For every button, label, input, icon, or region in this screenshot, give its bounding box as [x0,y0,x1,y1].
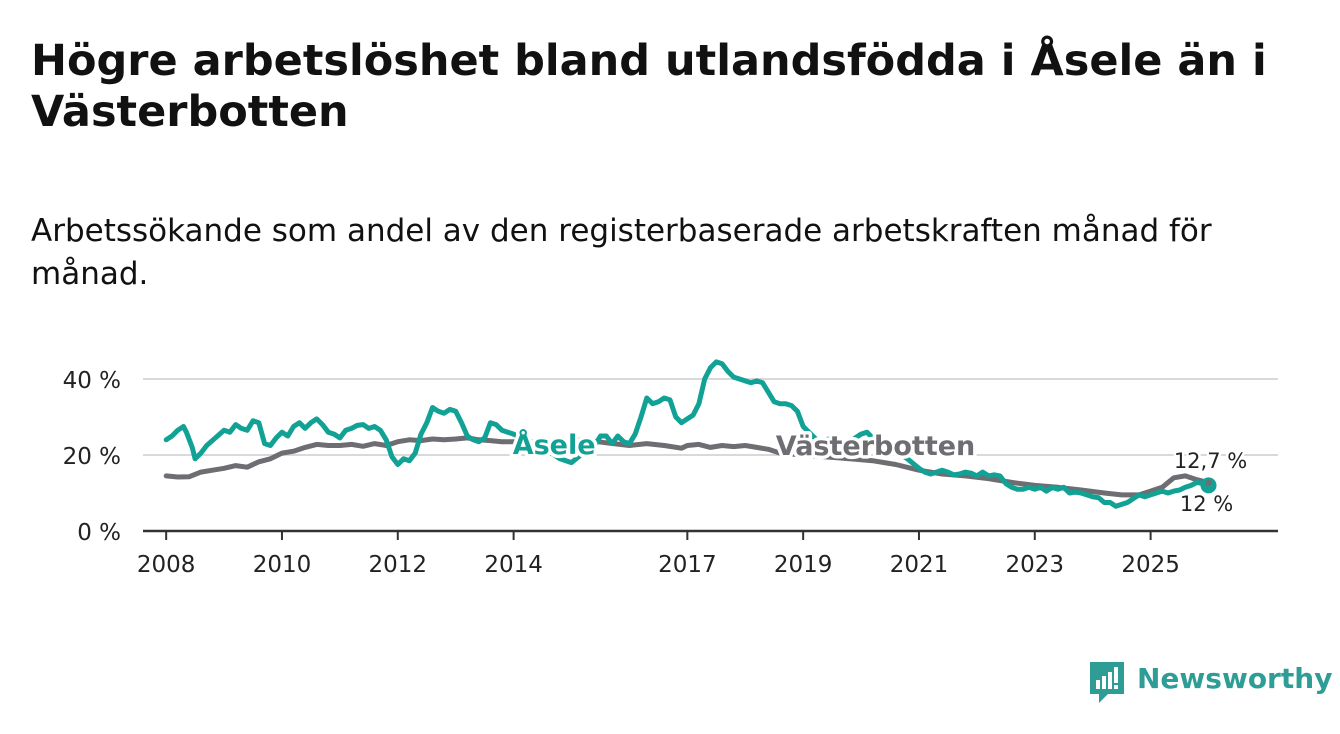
x-tick-label: 2017 [658,552,717,578]
end-label-asele: 12 % [1180,492,1233,516]
x-tick-label: 2021 [890,552,949,578]
y-tick-label: 20 % [63,444,121,470]
series-labels: Åsele Västerbotten 12,7 % 12 % [509,426,1249,519]
x-tick-label: 2023 [1006,552,1065,578]
series-label-vasterbotten: Västerbotten [776,431,975,462]
line-chart: 0 % 20 % 40 % 2008 2010 2012 2014 2017 2019 2021 2… [63,359,1278,578]
newsworthy-logo-icon [1090,662,1124,703]
x-tick-label: 2010 [253,552,312,578]
brand-name: Newsworthy [1137,662,1333,695]
x-tick-label: 2019 [774,552,833,578]
chart-title: Högre arbetslöshet bland utlandsfödda i … [31,36,1267,137]
end-point-vasterbotten [1205,479,1212,486]
axes: 0 % 20 % 40 % 2008 2010 2012 2014 2017 2019 2021 2… [63,368,1278,578]
x-tick-label: 2025 [1121,552,1180,578]
x-tick-label: 2008 [137,552,196,578]
y-tick-label: 40 % [63,368,121,394]
x-tick-label: 2012 [369,552,428,578]
x-tick-label: 2014 [484,552,543,578]
y-tick-label: 0 % [77,520,121,546]
end-label-vasterbotten: 12,7 % [1174,449,1247,473]
gridlines [143,378,1278,456]
series-line-asele [163,359,1211,509]
chart-subtitle: Arbetssökande som andel av den registerb… [31,213,1212,292]
series-lines [163,359,1217,509]
series-label-asele: Åsele [513,429,596,461]
series-line-vasterbotten [163,435,1211,498]
